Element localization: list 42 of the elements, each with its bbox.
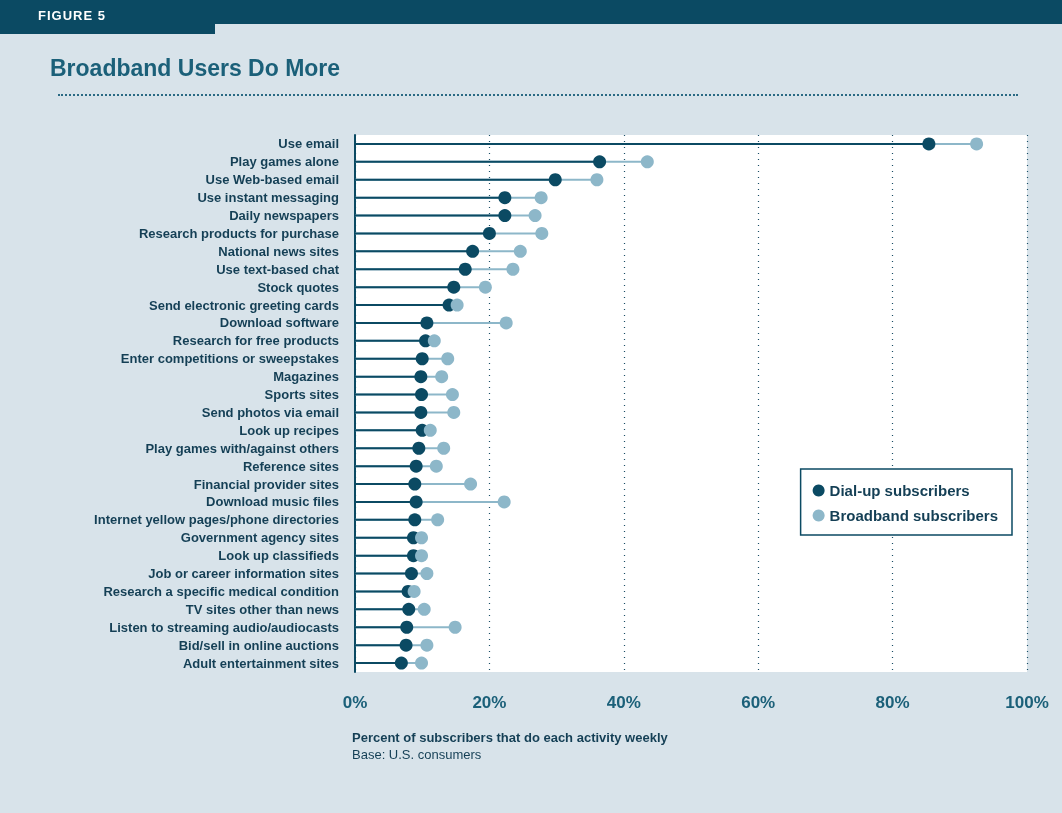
y-tick-label: Enter competitions or sweepstakes [120,351,339,367]
y-tick-label: Magazines [273,369,339,385]
chart-title: Broadband Users Do More [50,55,341,82]
x-axis-title: Percent of subscribers that do each activity weekly [352,730,668,745]
y-tick-label: Look up recipes [239,422,339,438]
y-tick-label: Daily newspapers [229,208,339,224]
caption: FIGURE 5 [0,0,215,34]
x-tick-label: 0% [342,693,368,712]
y-tick-label: Send electronic greeting cards [148,297,339,313]
x-tick-label: 60% [741,693,776,712]
y-tick-label: Stock quotes [257,279,339,295]
y-tick-label: Adult entertainment sites [182,655,339,671]
y-tick-label: Research products for purchase [138,225,339,241]
y-tick-label: Listen to streaming audio/audiocasts [109,619,339,635]
y-tick-label: Use Web-based email [205,172,339,188]
y-tick-label: Internet yellow pages/phone directories [94,512,339,528]
y-tick-label: TV sites other than news [185,601,339,617]
y-tick-label: Download music files [206,494,339,510]
y-tick-label: Use text-based chat [216,261,340,277]
y-tick-label: Sports sites [264,387,339,403]
y-tick-label: Play games with/against others [145,440,339,456]
y-tick-label: Research for free products [172,333,339,349]
y-tick-label: Look up classifieds [218,548,339,564]
x-tick-label: 40% [606,693,641,712]
y-tick-label: Use instant messaging [197,190,340,206]
y-tick-label: Research a specific medical condition [103,583,340,599]
y-tick-label: Reference sites [242,458,339,474]
y-tick-label: Job or career information sites [148,566,339,582]
x-tick-label: 80% [875,693,910,712]
y-tick-label: Financial provider sites [193,476,339,492]
y-tick-label: National news sites [218,243,339,259]
text: Base: U.S. consumers [352,747,482,762]
y-tick-label: Bid/sell in online auctions [178,637,339,653]
y-tick-label: Use email [278,136,339,152]
legend-label: Broadband subscribers [829,507,999,524]
y-tick-label: Government agency sites [180,530,339,546]
y-tick-label: Play games alone [229,154,339,170]
y-tick-label: Send photos via email [201,404,339,420]
y-tick-label: Download software [219,315,339,331]
x-tick-label: 100% [1005,693,1049,712]
x-tick-label: 20% [472,693,507,712]
legend-label: Dial-up subscribers [829,482,970,499]
